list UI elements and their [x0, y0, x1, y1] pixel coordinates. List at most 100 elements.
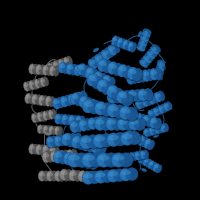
Ellipse shape — [32, 80, 38, 90]
Ellipse shape — [138, 89, 148, 101]
Ellipse shape — [24, 82, 30, 92]
Ellipse shape — [137, 46, 145, 51]
Ellipse shape — [103, 60, 113, 73]
Ellipse shape — [25, 95, 31, 99]
Ellipse shape — [35, 95, 42, 105]
Ellipse shape — [70, 64, 79, 76]
Ellipse shape — [49, 97, 55, 107]
Ellipse shape — [54, 171, 63, 182]
Ellipse shape — [46, 111, 52, 121]
Ellipse shape — [156, 67, 164, 71]
Ellipse shape — [131, 112, 139, 124]
Ellipse shape — [79, 119, 88, 131]
Ellipse shape — [58, 135, 66, 146]
Ellipse shape — [103, 76, 110, 82]
Ellipse shape — [76, 137, 87, 150]
Ellipse shape — [130, 43, 136, 52]
Ellipse shape — [126, 107, 138, 121]
Ellipse shape — [38, 78, 44, 89]
Ellipse shape — [132, 133, 140, 144]
Ellipse shape — [83, 97, 92, 109]
Ellipse shape — [124, 155, 128, 158]
Ellipse shape — [75, 156, 82, 161]
Ellipse shape — [50, 147, 55, 151]
Ellipse shape — [152, 45, 162, 53]
Ellipse shape — [47, 138, 53, 143]
Ellipse shape — [43, 111, 49, 122]
Ellipse shape — [98, 59, 109, 73]
Ellipse shape — [118, 64, 129, 78]
Ellipse shape — [58, 127, 64, 136]
Ellipse shape — [152, 44, 161, 52]
Ellipse shape — [32, 96, 38, 100]
Ellipse shape — [97, 153, 111, 167]
Ellipse shape — [138, 43, 146, 49]
Ellipse shape — [62, 134, 70, 145]
Ellipse shape — [43, 125, 49, 135]
Ellipse shape — [26, 81, 33, 92]
Ellipse shape — [152, 126, 158, 135]
Ellipse shape — [137, 46, 146, 52]
Ellipse shape — [140, 36, 149, 42]
Ellipse shape — [85, 67, 96, 80]
Ellipse shape — [80, 91, 89, 103]
Ellipse shape — [64, 57, 71, 67]
Ellipse shape — [95, 170, 107, 183]
Ellipse shape — [87, 74, 100, 87]
Ellipse shape — [49, 97, 56, 108]
Ellipse shape — [74, 154, 84, 167]
Ellipse shape — [84, 156, 95, 170]
Ellipse shape — [31, 113, 37, 123]
Ellipse shape — [70, 133, 79, 145]
Ellipse shape — [61, 171, 68, 175]
Ellipse shape — [62, 114, 69, 126]
Ellipse shape — [141, 137, 149, 148]
Ellipse shape — [161, 104, 167, 112]
Ellipse shape — [129, 43, 133, 47]
Ellipse shape — [123, 41, 128, 45]
Ellipse shape — [46, 151, 54, 162]
Ellipse shape — [160, 124, 166, 132]
Ellipse shape — [55, 137, 61, 141]
Ellipse shape — [142, 70, 150, 82]
Ellipse shape — [158, 91, 166, 102]
Ellipse shape — [63, 136, 69, 140]
Ellipse shape — [67, 65, 73, 70]
Ellipse shape — [51, 153, 57, 157]
Ellipse shape — [95, 54, 105, 66]
Ellipse shape — [95, 170, 108, 184]
Ellipse shape — [101, 50, 111, 61]
Ellipse shape — [41, 118, 47, 122]
Ellipse shape — [123, 118, 135, 132]
Ellipse shape — [131, 43, 137, 53]
Ellipse shape — [58, 150, 66, 161]
Ellipse shape — [51, 109, 57, 119]
Ellipse shape — [48, 64, 53, 68]
Ellipse shape — [79, 116, 86, 127]
Ellipse shape — [63, 152, 73, 165]
Ellipse shape — [67, 151, 73, 156]
Ellipse shape — [101, 170, 114, 184]
Ellipse shape — [45, 110, 51, 120]
Ellipse shape — [50, 171, 59, 182]
Ellipse shape — [117, 91, 128, 103]
Ellipse shape — [68, 153, 78, 166]
Ellipse shape — [58, 151, 68, 164]
Ellipse shape — [156, 165, 163, 174]
Ellipse shape — [104, 47, 113, 58]
Ellipse shape — [40, 77, 46, 87]
Ellipse shape — [79, 116, 85, 126]
Ellipse shape — [134, 113, 143, 125]
Ellipse shape — [153, 108, 160, 117]
Ellipse shape — [67, 134, 78, 148]
Ellipse shape — [48, 110, 55, 120]
Ellipse shape — [55, 126, 61, 136]
Ellipse shape — [140, 39, 149, 45]
Ellipse shape — [163, 103, 170, 111]
Ellipse shape — [96, 142, 108, 156]
Ellipse shape — [100, 134, 113, 147]
Ellipse shape — [36, 144, 43, 156]
Ellipse shape — [127, 112, 134, 117]
Ellipse shape — [155, 73, 163, 78]
Ellipse shape — [92, 101, 101, 112]
